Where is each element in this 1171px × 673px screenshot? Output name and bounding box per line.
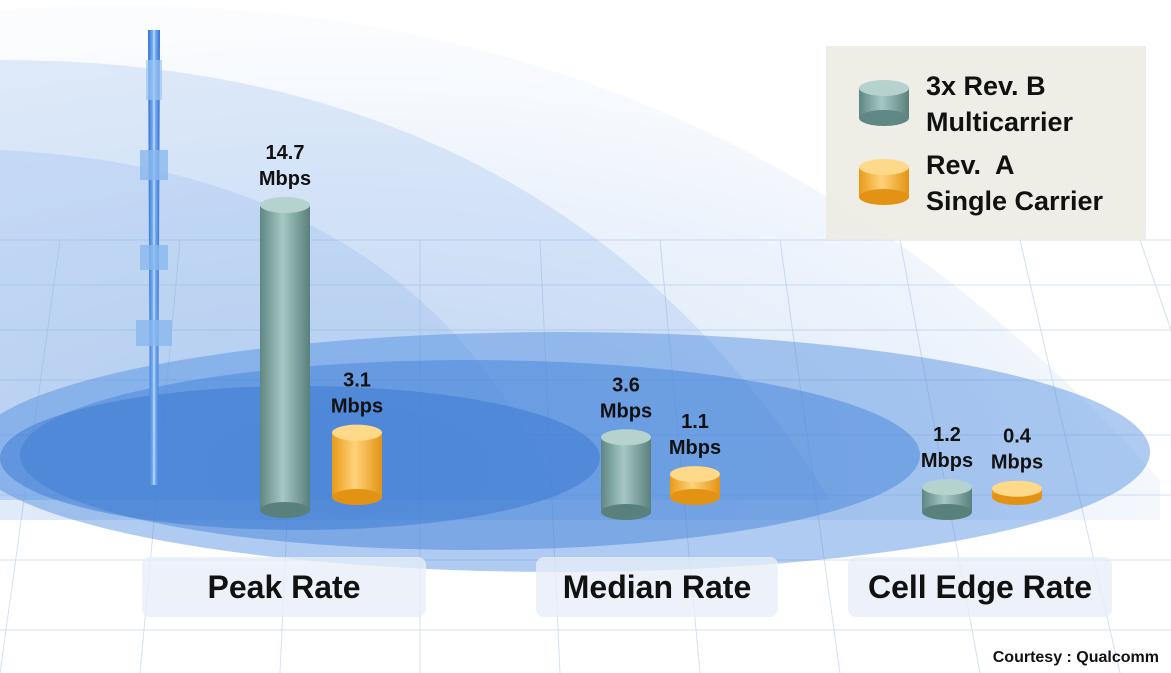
legend-label-series-1-line-2: Multicarrier: [926, 107, 1074, 137]
data-label-unit-cell-edge-rate-series-1: Mbps: [921, 450, 973, 472]
bar-cell-edge-rate-series-1: [922, 479, 972, 520]
category-label-cell-edge-rate: Cell Edge Rate: [848, 557, 1112, 617]
legend-label-series-2: Rev. A Single Carrier: [926, 147, 1146, 219]
data-label-value-cell-edge-rate-series-1: 1.2: [933, 424, 961, 446]
data-label-value-median-rate-series-2: 1.1: [681, 411, 709, 433]
bar-peak-rate-series-1: [260, 197, 310, 518]
legend-item-series-1: 3x Rev. B Multicarrier: [826, 68, 1146, 148]
bar-median-rate-series-1: [601, 429, 651, 520]
teal-cylinder-swatch-icon: [859, 80, 909, 126]
bar-cell-edge-rate-series-2: [992, 480, 1042, 505]
legend-label-series-2-line-2: Single Carrier: [926, 186, 1104, 216]
data-label-unit-cell-edge-rate-series-2: Mbps: [991, 452, 1043, 474]
data-label-value-cell-edge-rate-series-2: 0.4: [1003, 426, 1032, 448]
bars-layer: [260, 197, 1042, 520]
cell-tower: [136, 30, 172, 485]
legend-item-series-2: Rev. A Single Carrier: [826, 147, 1146, 227]
data-label-value-median-rate-series-1: 3.6: [612, 374, 640, 396]
legend-label-series-1-line-1: 3x Rev. B: [926, 71, 1046, 101]
legend: 3x Rev. B Multicarrier Rev. A Single Car…: [826, 46, 1146, 240]
category-label-median-rate: Median Rate: [536, 557, 778, 617]
data-label-value-peak-rate-series-2: 3.1: [343, 370, 371, 392]
data-label-unit-median-rate-series-1: Mbps: [600, 400, 652, 422]
courtesy-credit: Courtesy : Qualcomm: [992, 649, 1159, 666]
bar-peak-rate-series-2: [332, 424, 382, 505]
gold-cylinder-swatch-icon: [859, 159, 909, 205]
category-label-peak-rate: Peak Rate: [142, 557, 426, 617]
bar-median-rate-series-2: [670, 466, 720, 505]
data-label-unit-peak-rate-series-1: Mbps: [259, 168, 311, 190]
data-label-unit-peak-rate-series-2: Mbps: [331, 396, 383, 418]
legend-label-series-1: 3x Rev. B Multicarrier: [926, 68, 1146, 140]
data-label-value-peak-rate-series-1: 14.7: [266, 142, 305, 164]
data-label-unit-median-rate-series-2: Mbps: [669, 437, 721, 459]
data-labels-layer: 14.7 Mbps 3.1 Mbps 3.6 Mbps 1.1 Mbps 1.2 Mbps 0.4 M…: [259, 142, 1043, 474]
legend-label-series-2-line-1: Rev. A: [926, 150, 1015, 180]
